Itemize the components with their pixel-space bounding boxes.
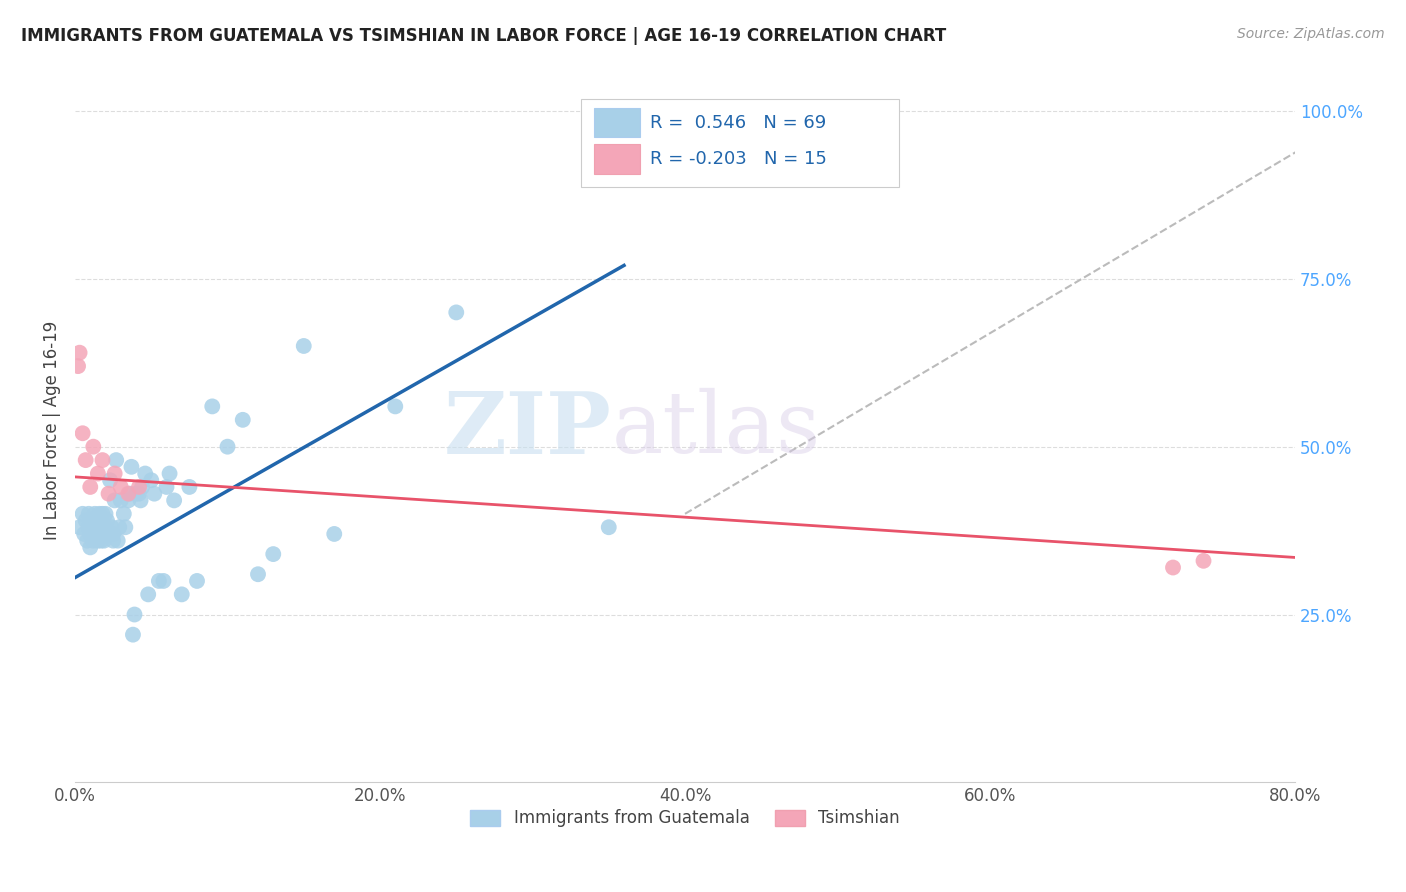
Point (73, 527, 96, 541)
Text: atlas: atlas (612, 388, 821, 472)
Text: R =  0.546   N = 69: R = 0.546 N = 69 (650, 113, 825, 131)
Point (104, 467, 127, 481)
FancyBboxPatch shape (581, 99, 898, 186)
Point (201, 400, 224, 414)
Point (118, 486, 141, 500)
FancyBboxPatch shape (593, 108, 640, 137)
Point (128, 486, 150, 500)
Point (77, 520, 100, 534)
Point (94, 520, 117, 534)
Point (108, 520, 131, 534)
Point (125, 486, 148, 500)
Point (75, 453, 97, 467)
FancyBboxPatch shape (593, 145, 640, 174)
Point (384, 400, 406, 414)
Point (112, 507, 135, 521)
Point (136, 587, 159, 601)
Point (1161, 560, 1184, 574)
Point (101, 527, 124, 541)
Point (262, 547, 284, 561)
Point (107, 533, 129, 548)
Point (128, 480, 150, 494)
Point (82, 533, 104, 548)
Point (72, 426, 94, 441)
Point (163, 493, 186, 508)
Point (159, 467, 181, 481)
Point (87, 467, 110, 481)
Point (97, 527, 120, 541)
Point (134, 467, 156, 481)
Point (232, 413, 254, 427)
Point (83, 527, 105, 541)
Point (1192, 554, 1215, 568)
Point (91, 520, 114, 534)
Point (79, 541, 101, 555)
Legend: Immigrants from Guatemala, Tsimshian: Immigrants from Guatemala, Tsimshian (464, 803, 907, 834)
Point (122, 627, 145, 641)
Y-axis label: In Labor Force | Age 16-19: In Labor Force | Age 16-19 (44, 320, 60, 540)
Text: R = -0.203   N = 15: R = -0.203 N = 15 (650, 150, 827, 169)
Point (82, 440, 104, 454)
Point (148, 574, 170, 588)
Point (98, 473, 121, 487)
Point (323, 527, 346, 541)
Point (91, 507, 114, 521)
Point (105, 453, 128, 467)
Point (179, 480, 201, 494)
Point (100, 520, 122, 534)
Point (76, 533, 98, 548)
Point (104, 493, 127, 508)
Point (79, 480, 101, 494)
Point (94, 507, 117, 521)
Point (79, 527, 101, 541)
Point (117, 486, 139, 500)
Point (86, 520, 108, 534)
Point (186, 574, 208, 588)
Point (75, 514, 97, 528)
Point (80, 514, 103, 528)
Point (89, 527, 111, 541)
Point (87, 520, 110, 534)
Point (72, 507, 94, 521)
Point (110, 493, 132, 508)
Point (446, 305, 468, 319)
Point (155, 480, 177, 494)
Point (97, 486, 120, 500)
Point (143, 486, 166, 500)
Point (152, 574, 174, 588)
Text: ZIP: ZIP (444, 388, 612, 472)
Point (120, 459, 142, 474)
Text: IMMIGRANTS FROM GUATEMALA VS TSIMSHIAN IN LABOR FORCE | AGE 16-19 CORRELATION CH: IMMIGRANTS FROM GUATEMALA VS TSIMSHIAN I… (21, 27, 946, 45)
Point (69, 345, 91, 359)
Point (77, 507, 100, 521)
Point (141, 473, 163, 487)
Point (598, 520, 620, 534)
Point (83, 507, 105, 521)
Point (170, 587, 193, 601)
Point (129, 493, 152, 508)
Point (87, 533, 110, 548)
Point (89, 507, 111, 521)
Point (82, 520, 104, 534)
Point (217, 440, 239, 454)
Point (124, 607, 146, 622)
Point (110, 480, 132, 494)
Point (131, 480, 153, 494)
Point (117, 493, 139, 508)
Point (247, 567, 270, 582)
Point (96, 514, 118, 528)
Point (292, 339, 315, 353)
Point (90, 533, 112, 548)
Point (101, 533, 124, 548)
Point (91, 453, 114, 467)
Point (114, 520, 136, 534)
Text: Source: ZipAtlas.com: Source: ZipAtlas.com (1237, 27, 1385, 41)
Point (93, 533, 115, 548)
Point (69, 520, 91, 534)
Point (67, 359, 90, 373)
